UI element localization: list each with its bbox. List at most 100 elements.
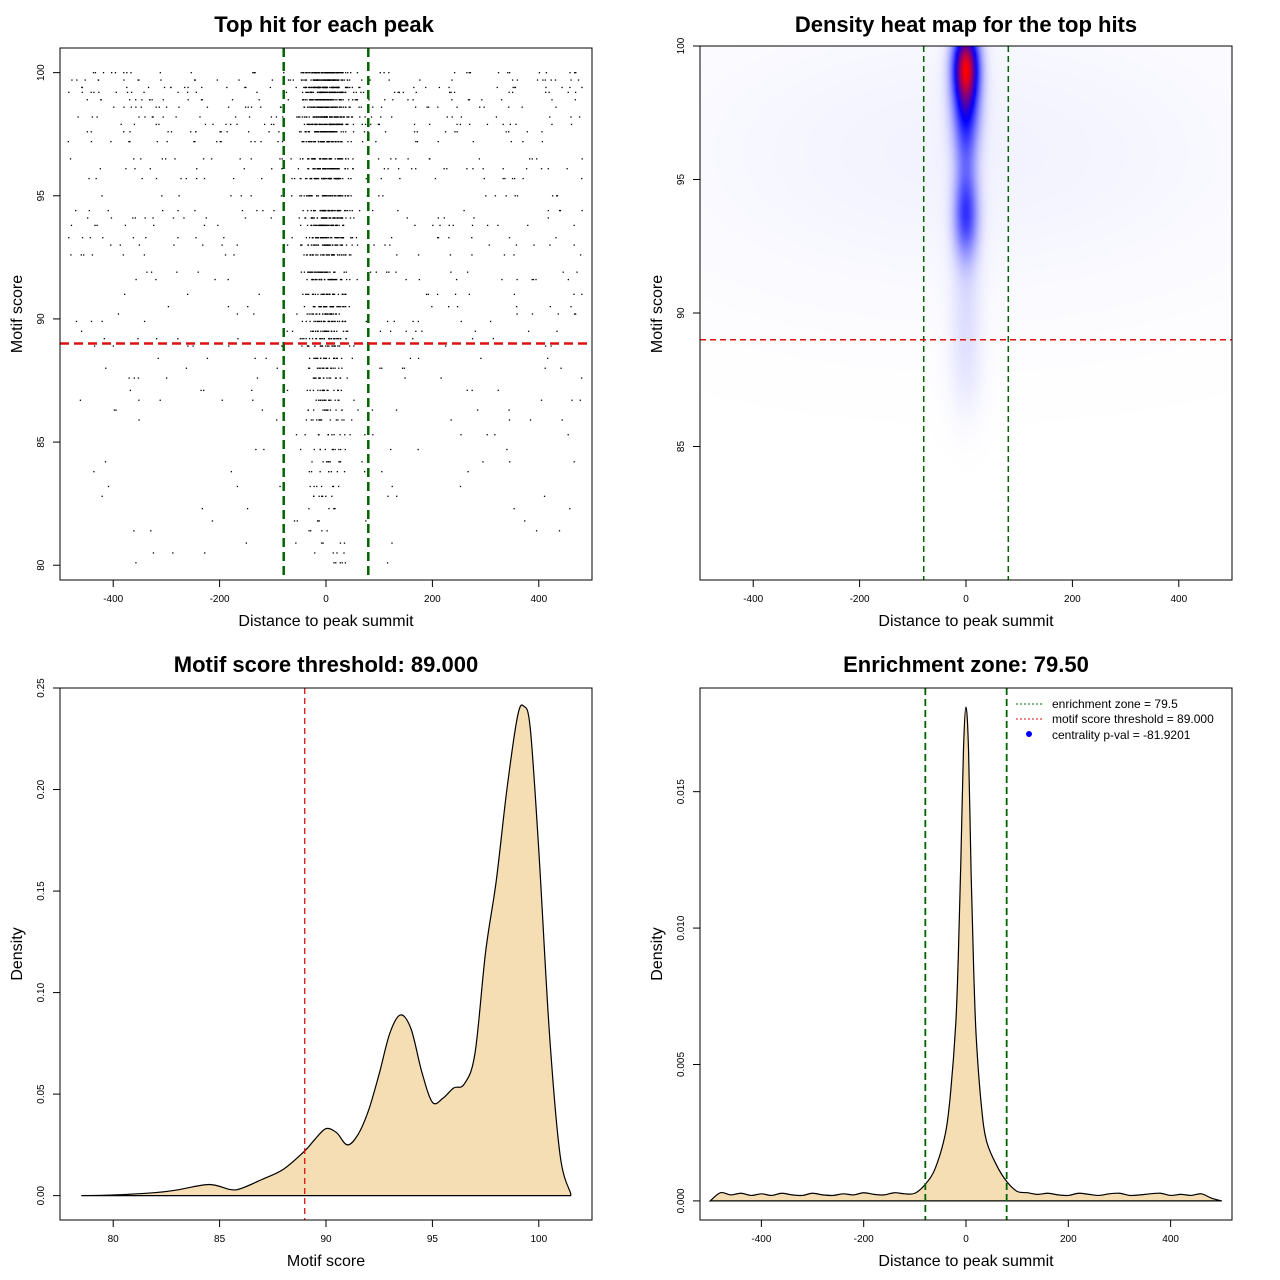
scatter-point [306, 99, 308, 101]
scatter-point [336, 79, 339, 81]
scatter-point [306, 389, 308, 392]
scatter-point [302, 209, 304, 212]
scatter-point [308, 123, 310, 126]
scatter-point [327, 72, 329, 74]
scatter-point [335, 72, 337, 74]
scatter-point [167, 306, 170, 308]
scatter-point [212, 123, 214, 126]
scatter-point [357, 409, 359, 411]
scatter-point [350, 177, 352, 180]
scatter-point [510, 140, 512, 143]
scatter-point [330, 91, 333, 94]
scatter-point [352, 99, 354, 101]
scatter-point [336, 320, 339, 323]
scatter-point [340, 278, 343, 281]
scatter-point [324, 158, 327, 160]
scatter-point [345, 106, 347, 108]
scatter-point [343, 552, 345, 554]
scatter-point [317, 357, 319, 360]
scatter-point [336, 278, 338, 281]
scatter-point [301, 320, 303, 323]
scatter-point [337, 399, 339, 401]
scatter-point [243, 168, 245, 170]
scatter-point [347, 140, 349, 143]
scatter-point [352, 158, 354, 160]
scatter-point [489, 320, 492, 323]
scatter-point [299, 195, 301, 197]
scatter-point [138, 116, 140, 118]
scatter-point [328, 377, 330, 379]
scatter-point [79, 399, 82, 401]
scatter-point [152, 552, 155, 554]
scatter-point [102, 237, 104, 239]
scatter-point [321, 530, 323, 532]
scatter-point [392, 99, 394, 101]
scatter-point [377, 123, 380, 126]
scatter-point [170, 131, 173, 133]
scatter-point [554, 79, 557, 81]
scatter-point [334, 106, 336, 108]
scatter-point [333, 209, 336, 212]
scatter-point [347, 99, 350, 101]
scatter-point [162, 116, 164, 118]
scatter-point [479, 106, 481, 108]
scatter-point [326, 99, 328, 101]
scatter-point [265, 357, 267, 360]
scatter-point [540, 168, 543, 170]
scatter-point [323, 86, 325, 89]
scatter-point [332, 99, 335, 101]
scatter-point [327, 244, 329, 246]
scatter-point [245, 86, 247, 89]
scatter-point [159, 399, 161, 401]
scatter-point [444, 131, 447, 133]
scatter-point [310, 79, 312, 81]
scatter-point [380, 116, 382, 118]
scatter-point [336, 209, 339, 212]
scatter-point [336, 72, 338, 74]
scatter-point [306, 91, 308, 94]
scatter-point [322, 158, 325, 160]
scatter-point [345, 278, 348, 281]
scatter-point [346, 86, 348, 89]
scatter-point [330, 158, 332, 160]
scatter-point [338, 106, 340, 108]
scatter-point [315, 278, 317, 281]
scatter-point [300, 131, 302, 133]
scatter-point [176, 271, 178, 273]
scatter-point [343, 471, 346, 473]
scatter-point [338, 338, 340, 340]
scatter-point [86, 131, 89, 133]
scatter-point [333, 91, 335, 94]
scatter-point [478, 158, 481, 160]
scatter-point [350, 72, 352, 74]
scatter-point [316, 99, 318, 101]
scatter-point [338, 72, 340, 74]
scatter-point [340, 79, 342, 81]
scatter-point [193, 79, 196, 81]
scatter-point [444, 345, 447, 347]
scatter-point [542, 79, 544, 81]
scatter-point [319, 357, 322, 360]
scatter-point [230, 123, 232, 126]
legend: enrichment zone = 79.5 motif score thres… [1016, 697, 1214, 742]
scatter-point [315, 237, 317, 239]
scatter-point [316, 131, 318, 133]
scatter-point [301, 91, 304, 94]
scatter-point [307, 168, 309, 170]
scatter-point [471, 389, 473, 392]
scatter-point [323, 409, 326, 411]
scatter-point [332, 72, 334, 74]
scatter-point [307, 91, 309, 94]
scatter-point [556, 195, 558, 197]
scatter-point [137, 338, 139, 340]
scatter-point [547, 168, 549, 170]
scatter-point [317, 293, 319, 295]
scatter-point [305, 320, 307, 323]
scatter-point [511, 177, 514, 180]
distance-density-x-label: Distance to peak summit [878, 1253, 1054, 1270]
scatter-point [287, 79, 290, 81]
scatter-point [177, 209, 179, 212]
scatter-point [173, 244, 175, 246]
scatter-point [144, 217, 146, 219]
